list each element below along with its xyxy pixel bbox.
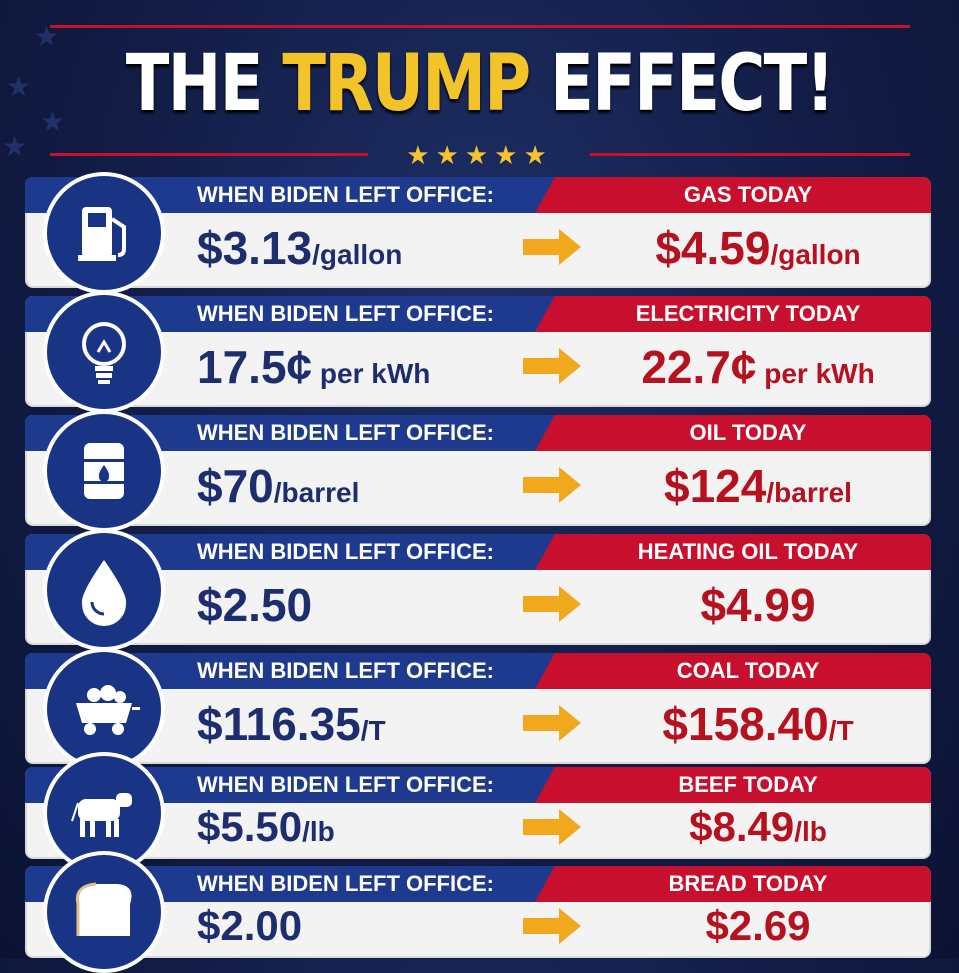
arrow-right-icon: [523, 229, 581, 265]
left-amount: $3.13: [197, 222, 313, 274]
arrow-right-icon: [523, 467, 581, 503]
coal-cart-icon: [43, 648, 165, 770]
background-star: ★: [2, 131, 28, 162]
left-value: $116.35/T: [197, 697, 386, 751]
background-star: ★: [40, 106, 66, 137]
right-amount: 22.7¢: [641, 341, 757, 393]
left-label: WHEN BIDEN LEFT OFFICE:: [197, 420, 494, 445]
right-header-band: [535, 767, 931, 803]
right-header-band: [535, 653, 931, 689]
left-label: WHEN BIDEN LEFT OFFICE:: [197, 772, 494, 797]
lightbulb-icon: [43, 291, 165, 413]
left-unit: /lb: [302, 816, 335, 847]
arrow-right-icon: [523, 908, 581, 944]
right-label: ELECTRICITY TODAY: [635, 301, 861, 326]
right-header-band: [535, 177, 931, 213]
left-value: $5.50/lb: [197, 803, 335, 851]
left-amount: $5.50: [197, 803, 303, 850]
right-value: $8.49/lb: [585, 803, 931, 851]
comparison-row: WHEN BIDEN LEFT OFFICE: COAL TODAY $116.…: [25, 648, 931, 770]
left-label: WHEN BIDEN LEFT OFFICE:: [197, 301, 494, 326]
left-value: 17.5¢ per kWh: [197, 340, 430, 394]
left-unit: /gallon: [312, 239, 403, 270]
right-label: BREAD TODAY: [668, 871, 828, 896]
left-value: $70/barrel: [197, 459, 359, 513]
left-label: WHEN BIDEN LEFT OFFICE:: [197, 539, 494, 564]
right-label: OIL TODAY: [689, 420, 807, 445]
right-unit: per kWh: [756, 358, 875, 389]
right-label: GAS TODAY: [683, 182, 813, 207]
right-header-band: [535, 296, 931, 332]
left-amount: 17.5¢: [197, 341, 313, 393]
right-unit: /gallon: [770, 239, 861, 270]
comparison-row: WHEN BIDEN LEFT OFFICE: BEEF TODAY $5.50…: [25, 752, 931, 874]
comparison-row: WHEN BIDEN LEFT OFFICE: GAS TODAY $3.13/…: [25, 172, 931, 294]
left-label: WHEN BIDEN LEFT OFFICE:: [197, 182, 494, 207]
title-part-3: EFFECT!: [550, 39, 835, 129]
comparison-row: WHEN BIDEN LEFT OFFICE: ELECTRICITY TODA…: [25, 291, 931, 413]
left-unit: per kWh: [312, 358, 431, 389]
left-rule: [50, 153, 368, 156]
right-header-band: [535, 866, 931, 902]
left-amount: $2.00: [197, 902, 303, 949]
left-value: $2.00: [197, 902, 302, 950]
top-rule: [50, 25, 910, 28]
left-value: $3.13/gallon: [197, 221, 402, 275]
right-value: $158.40/T: [585, 697, 931, 751]
title-part-2: TRUMP: [282, 39, 531, 129]
left-amount: $70: [197, 460, 274, 512]
arrow-right-icon: [523, 705, 581, 741]
right-amount: $158.40: [662, 698, 829, 750]
right-value: $4.99: [585, 578, 931, 632]
left-value: $2.50: [197, 578, 312, 632]
right-unit: /barrel: [766, 477, 852, 508]
right-label: COAL TODAY: [676, 658, 820, 683]
right-amount: $4.59: [655, 222, 771, 274]
left-amount: $2.50: [197, 579, 313, 631]
droplet-icon: [43, 529, 165, 651]
right-rule: [590, 153, 910, 156]
right-unit: /T: [828, 715, 854, 746]
comparison-row: WHEN BIDEN LEFT OFFICE: HEATING OIL TODA…: [25, 529, 931, 651]
right-unit: /lb: [794, 816, 827, 847]
comparison-row: WHEN BIDEN LEFT OFFICE: OIL TODAY $70/ba…: [25, 410, 931, 532]
right-value: $4.59/gallon: [585, 221, 931, 275]
background-star: ★: [6, 71, 32, 102]
title-part-1: THE: [125, 39, 264, 129]
right-amount: $124: [664, 460, 767, 512]
left-unit: /T: [360, 715, 386, 746]
arrow-right-icon: [523, 348, 581, 384]
bread-icon: [43, 851, 165, 973]
right-label: HEATING OIL TODAY: [637, 539, 859, 564]
right-value: $2.69: [585, 902, 931, 950]
stars-row: ★★★★★: [406, 140, 553, 170]
left-amount: $116.35: [197, 698, 361, 750]
right-header-band: [535, 534, 931, 570]
left-label: WHEN BIDEN LEFT OFFICE:: [197, 658, 494, 683]
right-value: 22.7¢ per kWh: [585, 340, 931, 394]
gas-pump-icon: [43, 172, 165, 294]
left-label: WHEN BIDEN LEFT OFFICE:: [197, 871, 494, 896]
comparison-row: WHEN BIDEN LEFT OFFICE: BREAD TODAY $2.0…: [25, 851, 931, 973]
right-amount: $2.69: [705, 902, 811, 949]
arrow-right-icon: [523, 586, 581, 622]
right-label: BEEF TODAY: [678, 772, 818, 797]
right-amount: $8.49: [689, 803, 795, 850]
right-value: $124/barrel: [585, 459, 931, 513]
right-amount: $4.99: [700, 579, 816, 631]
left-unit: /barrel: [273, 477, 360, 508]
arrow-right-icon: [523, 809, 581, 845]
oil-barrel-icon: [43, 410, 165, 532]
page-title: THE TRUMP EFFECT!: [86, 36, 872, 132]
right-header-band: [535, 415, 931, 451]
